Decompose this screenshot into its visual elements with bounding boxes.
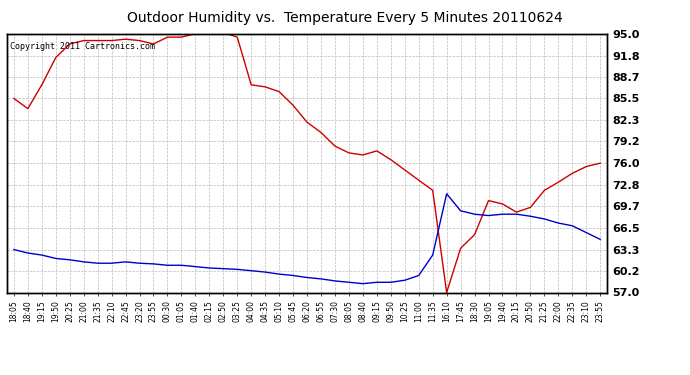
Text: Copyright 2011 Cartronics.com: Copyright 2011 Cartronics.com [10,42,155,51]
Text: Outdoor Humidity vs.  Temperature Every 5 Minutes 20110624: Outdoor Humidity vs. Temperature Every 5… [127,11,563,25]
